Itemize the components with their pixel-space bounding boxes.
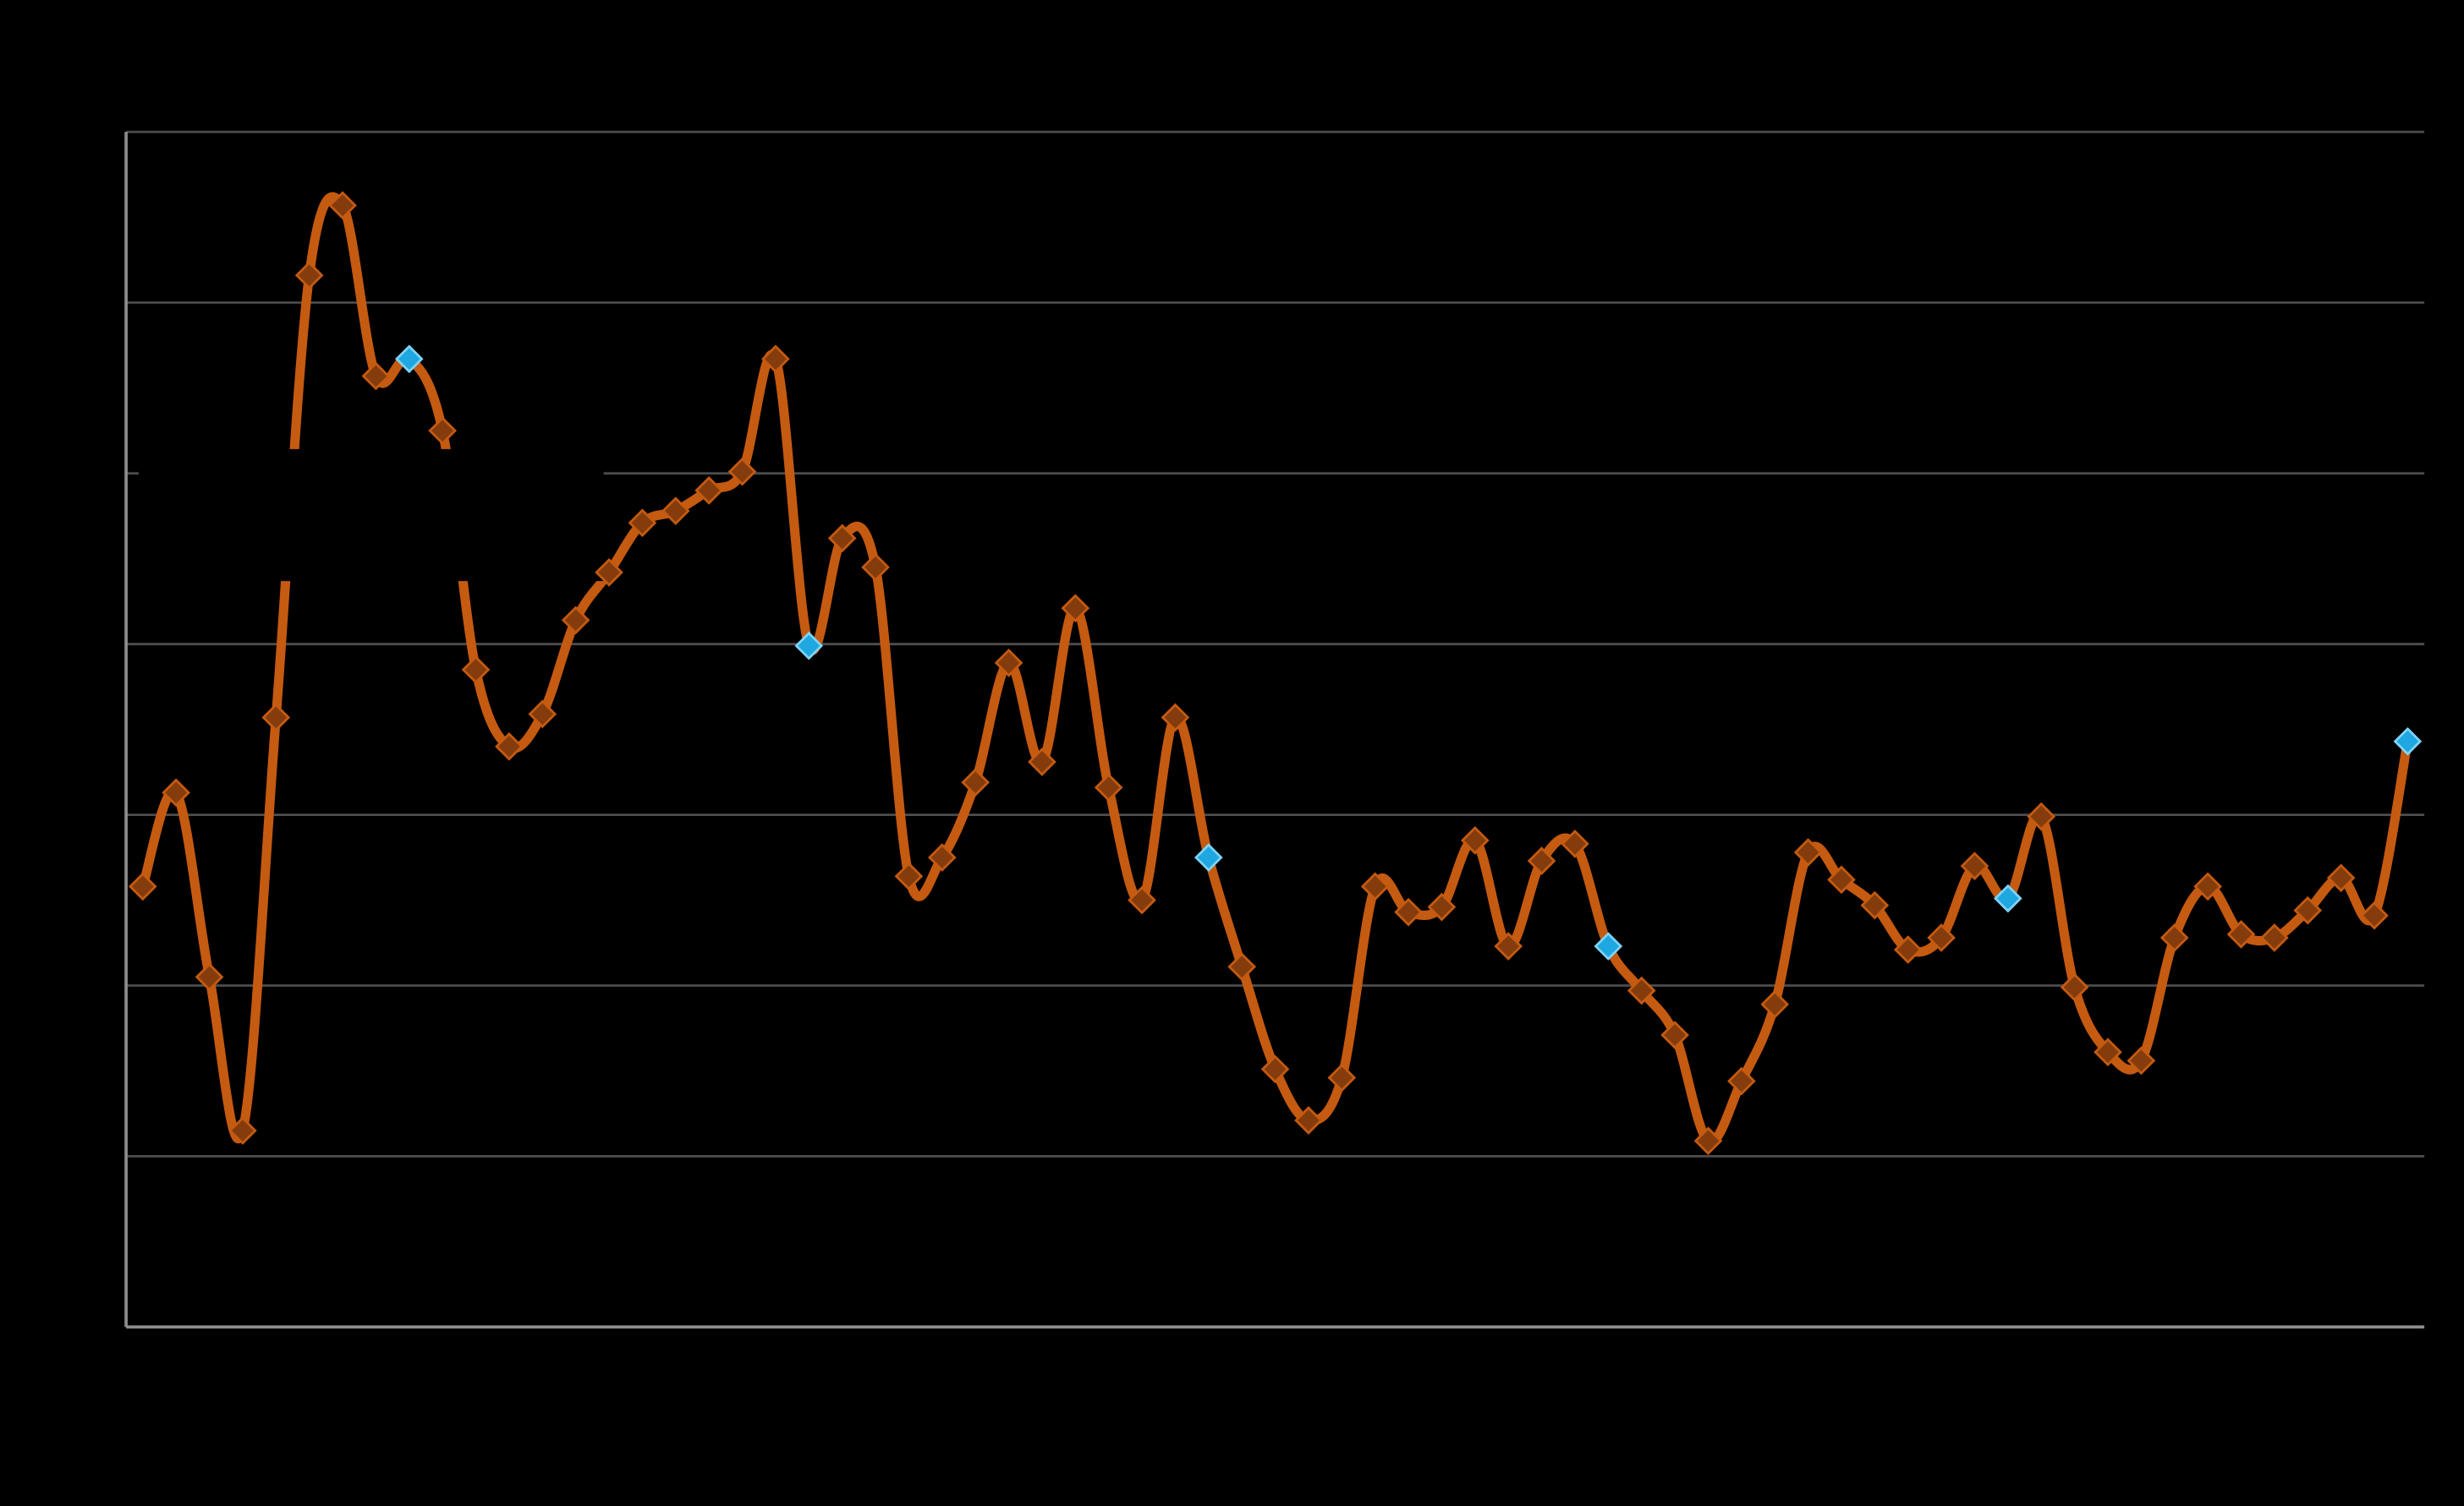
marker bbox=[1527, 846, 1556, 875]
marker bbox=[1128, 885, 1156, 915]
highlight-marker bbox=[794, 631, 824, 660]
marker bbox=[2260, 923, 2289, 952]
marker bbox=[2060, 972, 2089, 1002]
marker bbox=[2193, 872, 2222, 901]
marker bbox=[861, 553, 890, 582]
marker bbox=[195, 962, 224, 992]
highlight-marker bbox=[2393, 726, 2423, 756]
marker bbox=[1727, 1066, 1756, 1096]
marker bbox=[2226, 920, 2256, 949]
marker bbox=[162, 778, 190, 808]
highlight-marker bbox=[1194, 843, 1223, 872]
marker bbox=[661, 496, 690, 526]
marker bbox=[2027, 802, 2056, 831]
marker bbox=[528, 699, 557, 729]
marker bbox=[1294, 1106, 1323, 1135]
marker bbox=[2127, 1046, 2156, 1076]
marker bbox=[1827, 865, 1856, 895]
marker bbox=[1061, 594, 1090, 623]
marker bbox=[1960, 852, 1989, 880]
marker bbox=[628, 508, 657, 538]
marker bbox=[2326, 863, 2356, 893]
marker bbox=[761, 344, 790, 374]
marker bbox=[1028, 748, 1056, 776]
highlight-marker bbox=[394, 344, 424, 374]
marker bbox=[361, 361, 391, 391]
marker bbox=[1427, 892, 1457, 922]
marker bbox=[2293, 895, 2323, 925]
marker bbox=[827, 523, 857, 553]
marker bbox=[294, 260, 324, 290]
marker bbox=[1760, 989, 1790, 1019]
marker bbox=[1394, 897, 1423, 927]
marker bbox=[994, 649, 1023, 677]
marker bbox=[1161, 703, 1190, 732]
marker bbox=[495, 732, 524, 761]
marker bbox=[461, 655, 491, 684]
marker bbox=[1860, 890, 1890, 920]
highlight-marker bbox=[1594, 932, 1623, 961]
marker bbox=[1094, 773, 1123, 802]
marker bbox=[428, 416, 457, 446]
marker bbox=[1260, 1054, 1290, 1084]
marker bbox=[128, 872, 157, 901]
marker bbox=[228, 1116, 257, 1145]
marker bbox=[1693, 1126, 1723, 1156]
marker bbox=[1227, 952, 1257, 982]
marker bbox=[2094, 1038, 2122, 1067]
marker bbox=[894, 862, 924, 891]
marker bbox=[1927, 923, 1956, 952]
label-box bbox=[138, 449, 604, 582]
markers bbox=[128, 190, 2423, 1156]
marker bbox=[2159, 923, 2189, 952]
marker bbox=[1660, 1021, 1689, 1049]
marker bbox=[1494, 932, 1523, 961]
marker bbox=[1327, 1063, 1357, 1093]
marker bbox=[261, 703, 291, 732]
marker bbox=[561, 605, 590, 635]
marker bbox=[694, 476, 723, 505]
marker bbox=[727, 457, 757, 486]
marker bbox=[1627, 976, 1656, 1005]
highlight-marker bbox=[1994, 884, 2022, 913]
marker bbox=[927, 843, 957, 872]
marker bbox=[1793, 838, 1823, 867]
marker bbox=[1893, 935, 1923, 964]
marker bbox=[2360, 901, 2389, 930]
marker bbox=[595, 558, 623, 587]
marker bbox=[328, 190, 357, 220]
marker bbox=[1461, 826, 1490, 855]
marker bbox=[1561, 830, 1589, 858]
marker bbox=[1360, 872, 1390, 901]
marker bbox=[961, 768, 991, 797]
